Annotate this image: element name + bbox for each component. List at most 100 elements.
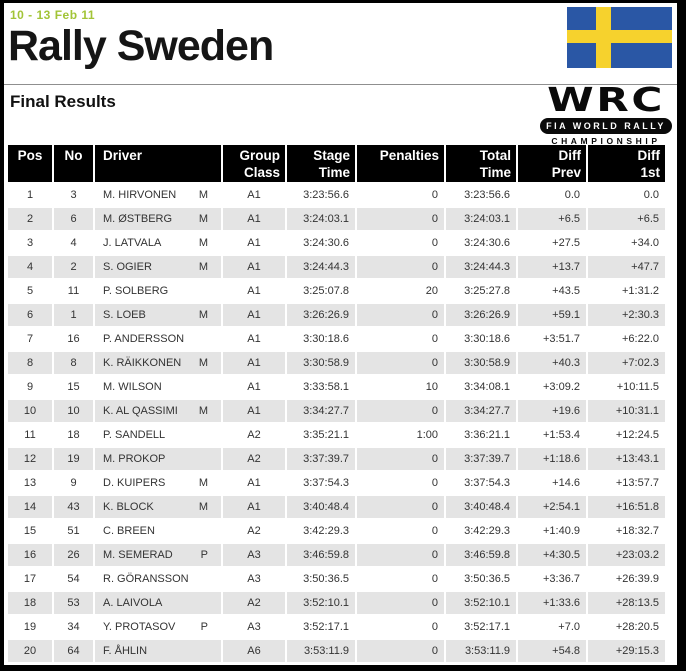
driver-name: K. AL QASSIMI (103, 405, 178, 417)
diff-prev-cell: +6.5 (518, 208, 586, 230)
penalties-cell: 0 (357, 592, 444, 614)
pos-cell: 11 (24, 429, 36, 441)
driver-name: R. GÖRANSSON (103, 573, 189, 585)
driver-cell: P. SANDELL (95, 424, 221, 446)
group-class-cell: A1 (247, 237, 261, 249)
stage-time-cell: 3:46:59.8 (287, 544, 355, 566)
diff-1st-cell: +1:31.2 (621, 285, 659, 297)
penalties-cell: 0 (357, 352, 444, 374)
col-header-stage-time: Stage Time (287, 145, 355, 182)
penalties-cell: 0 (357, 208, 444, 230)
header-divider (4, 84, 677, 85)
car-number-cell: 9 (70, 477, 77, 489)
diff-1st-cell: +13:43.1 (588, 448, 665, 470)
diff-prev-cell: +27.5 (552, 237, 580, 249)
entry-marker: M (198, 237, 208, 249)
total-time-cell: 3:50:36.5 (464, 573, 510, 585)
table-row: 17 54 R. GÖRANSSON A3 3:50:36.5 0 3:50:3… (8, 568, 665, 590)
table-row: 14 43 K. BLOCK M A1 3:40:48.4 0 3:40:48.… (8, 496, 665, 518)
stage-time-cell: 3:52:17.1 (303, 621, 349, 633)
car-number-cell: 1 (54, 304, 93, 326)
diff-prev-cell: +3:36.7 (542, 573, 580, 585)
group-class-cell: A1 (247, 333, 261, 345)
stage-time-cell: 3:35:21.1 (303, 429, 349, 441)
table-row: 15 51 C. BREEN A2 3:42:29.3 0 3:42:29.3 … (8, 520, 665, 542)
diff-prev-cell: +2:54.1 (518, 496, 586, 518)
entry-marker: M (198, 357, 208, 369)
penalties-cell: 0 (357, 544, 444, 566)
stage-time-cell: 3:33:58.1 (303, 381, 349, 393)
driver-name: S. OGIER (103, 261, 152, 273)
diff-1st-cell: +29:15.3 (588, 640, 665, 662)
total-time-cell: 3:23:56.6 (464, 189, 510, 201)
car-number-cell: 53 (54, 592, 93, 614)
car-number-cell: 19 (54, 448, 93, 470)
pos-cell: 17 (23, 573, 37, 585)
pos-cell: 5 (26, 285, 34, 297)
total-time-cell: 3:53:11.9 (446, 640, 516, 662)
car-number-cell: 43 (54, 496, 93, 518)
penalties-cell: 0 (431, 525, 438, 537)
entry-marker: M (198, 477, 208, 489)
car-number-cell: 18 (67, 429, 80, 441)
penalties-cell: 0 (431, 237, 438, 249)
penalties-cell: 0 (431, 477, 438, 489)
group-class-cell: A1 (247, 381, 261, 393)
group-class-cell: A6 (223, 640, 285, 662)
table-row: 9 15 M. WILSON A1 3:33:58.1 10 3:34:08.1… (8, 376, 665, 398)
pos-cell: 9 (26, 381, 34, 393)
penalties-cell: 0 (431, 573, 438, 585)
table-row: 7 16 P. ANDERSSON A1 3:30:18.6 0 3:30:18… (8, 328, 665, 350)
penalties-cell: 0 (357, 448, 444, 470)
diff-prev-cell: +54.8 (518, 640, 586, 662)
event-date-range: 10 - 13 Feb 11 (10, 8, 96, 22)
driver-name: M. PROKOP (103, 453, 166, 465)
stage-time-cell: 3:37:39.7 (287, 448, 355, 470)
driver-name: Y. PROTASOV (103, 621, 176, 633)
table-row: 3 4 J. LATVALA M A1 3:24:30.6 0 3:24:30.… (8, 232, 665, 254)
diff-1st-cell: +10:31.1 (588, 400, 665, 422)
table-row: 18 53 A. LAIVOLA A2 3:52:10.1 0 3:52:10.… (8, 592, 665, 614)
total-time-cell: 3:24:03.1 (446, 208, 516, 230)
car-number-cell: 4 (70, 237, 77, 249)
driver-name: K. RÄIKKONEN (103, 357, 182, 369)
pos-cell: 3 (26, 237, 34, 249)
car-number-cell: 8 (54, 352, 93, 374)
total-time-cell: 3:34:08.1 (464, 381, 510, 393)
diff-1st-cell: 0.0 (643, 189, 659, 201)
col-header-group-class: Group Class (223, 145, 285, 182)
car-number-cell: 2 (54, 256, 93, 278)
diff-1st-cell: +13:57.7 (615, 477, 659, 489)
driver-cell: Y. PROTASOV P (95, 616, 221, 638)
driver-name: J. LATVALA (103, 237, 162, 249)
group-class-cell: A3 (223, 544, 285, 566)
total-time-cell: 3:37:54.3 (464, 477, 510, 489)
table-row: 4 2 S. OGIER M A1 3:24:44.3 0 3:24:44.3 … (8, 256, 665, 278)
diff-prev-cell: +3:51.7 (542, 333, 580, 345)
diff-1st-cell: +23:03.2 (588, 544, 665, 566)
car-number-cell: 11 (67, 285, 80, 297)
pos-cell: 16 (8, 544, 52, 566)
col-header-diff-prev: Diff Prev (518, 145, 586, 182)
driver-name: M. WILSON (103, 381, 162, 393)
diff-prev-cell: +7.0 (558, 621, 580, 633)
table-row: 8 8 K. RÄIKKONEN M A1 3:30:58.9 0 3:30:5… (8, 352, 665, 374)
pos-cell: 4 (8, 256, 52, 278)
stage-time-cell: 3:30:18.6 (303, 333, 349, 345)
penalties-cell: 0 (431, 333, 438, 345)
table-row: 16 26 M. SEMERAD P A3 3:46:59.8 0 3:46:5… (8, 544, 665, 566)
driver-name: S. LOEB (103, 309, 146, 321)
group-class-cell: A1 (223, 496, 285, 518)
total-time-cell: 3:37:39.7 (446, 448, 516, 470)
col-header-driver: Driver (95, 145, 221, 182)
group-class-cell: A1 (223, 208, 285, 230)
driver-name: P. ANDERSSON (103, 333, 185, 345)
stage-time-cell: 3:42:29.3 (303, 525, 349, 537)
penalties-cell: 0 (357, 496, 444, 518)
stage-time-cell: 3:40:48.4 (287, 496, 355, 518)
group-class-cell: A2 (247, 525, 261, 537)
diff-prev-cell: +4:30.5 (518, 544, 586, 566)
pos-cell: 20 (8, 640, 52, 662)
sweden-flag-icon (567, 7, 672, 68)
diff-1st-cell: +7:02.3 (588, 352, 665, 374)
